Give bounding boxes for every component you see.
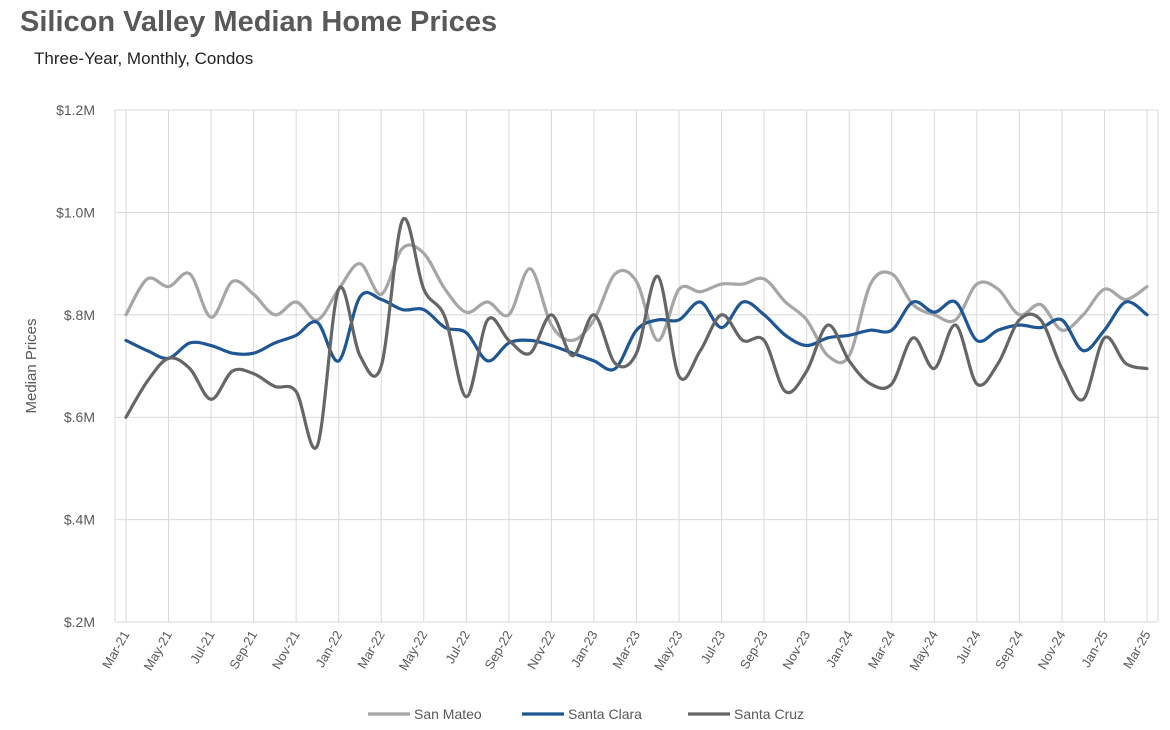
x-tick-label: Sep-23: [737, 628, 771, 672]
legend-label-santa-clara: Santa Clara: [568, 706, 642, 722]
y-tick-label: $1.0M: [56, 204, 95, 220]
y-axis-ticks: $.2M $.4M $.6M $.8M $1.0M $1.2M: [56, 102, 95, 630]
legend: San Mateo Santa Clara Santa Cruz: [368, 706, 804, 722]
x-tick-label: Mar-25: [1120, 628, 1154, 671]
chart-subtitle: Three-Year, Monthly, Condos: [34, 49, 254, 68]
x-tick-label: Jul-21: [187, 628, 218, 666]
x-tick-label: Nov-24: [1035, 628, 1069, 672]
x-tick-label: Sep-22: [482, 628, 516, 672]
x-tick-label: Jul-23: [697, 628, 728, 666]
series-lines: [124, 216, 1149, 450]
x-tick-label: Jan-25: [1078, 628, 1111, 670]
x-tick-label: Jan-24: [823, 628, 856, 670]
x-tick-label: Mar-22: [354, 628, 388, 671]
series-line-san-mateo: [124, 243, 1149, 365]
x-tick-label: May-21: [140, 628, 175, 673]
series-line-santa-cruz: [124, 216, 1149, 450]
y-tick-label: $1.2M: [56, 102, 95, 118]
x-tick-label: Sep-21: [226, 628, 260, 672]
x-tick-label: Nov-23: [779, 628, 813, 672]
y-axis-label: Median Prices: [23, 318, 40, 413]
y-tick-label: $.4M: [64, 512, 95, 528]
series-line-santa-clara: [124, 291, 1149, 372]
x-tick-label: Jul-22: [442, 628, 473, 666]
x-tick-label: Mar-23: [610, 628, 644, 671]
y-tick-label: $.6M: [64, 409, 95, 425]
x-tick-label: May-22: [396, 628, 431, 673]
x-tick-label: May-23: [651, 628, 686, 673]
x-tick-label: Nov-21: [269, 628, 303, 672]
x-tick-label: Mar-24: [865, 628, 899, 671]
chart-title: Silicon Valley Median Home Prices: [20, 6, 498, 38]
x-tick-label: Jan-22: [312, 628, 345, 670]
y-tick-label: $.8M: [64, 307, 95, 323]
legend-label-san-mateo: San Mateo: [414, 706, 482, 722]
x-tick-label: Mar-21: [99, 628, 133, 671]
x-tick-label: Nov-22: [524, 628, 558, 672]
legend-label-santa-cruz: Santa Cruz: [734, 706, 804, 722]
x-tick-label: Jul-24: [953, 628, 984, 666]
x-tick-label: Jan-23: [568, 628, 601, 670]
x-tick-label: May-24: [906, 628, 941, 673]
x-axis-ticks: Mar-21 May-21 Jul-21 Sep-21 Nov-21 Jan-22 Mar-…: [99, 628, 1154, 673]
gridlines: [114, 109, 1159, 623]
y-tick-label: $.2M: [64, 614, 95, 630]
x-tick-label: Sep-24: [992, 628, 1026, 672]
